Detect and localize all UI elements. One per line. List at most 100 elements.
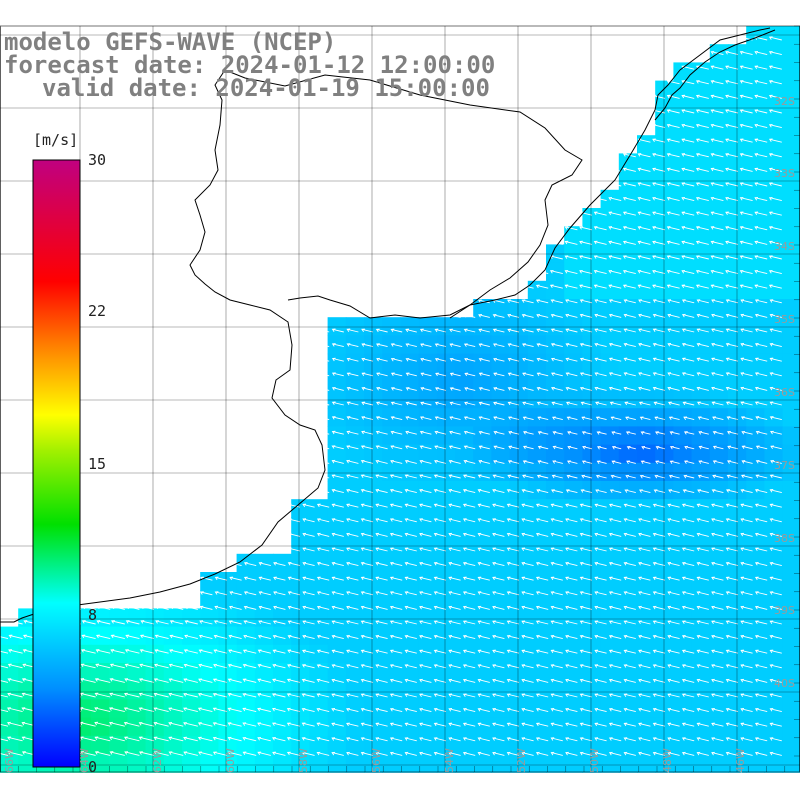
wind-cell: [782, 499, 800, 518]
wind-arrow: [754, 532, 768, 537]
wind-cell: [491, 644, 511, 664]
wind-arrow: [696, 547, 709, 552]
wind-arrow: [652, 255, 666, 260]
wind-cell: [109, 608, 128, 628]
wind-cell: [509, 317, 529, 336]
wind-arrow: [463, 416, 476, 421]
wind-cell: [327, 499, 347, 518]
wind-arrow: [507, 474, 520, 479]
wind-arrow: [360, 635, 374, 640]
wind-arrow: [754, 226, 768, 231]
wind-arrow: [535, 576, 549, 581]
wind-cell: [436, 608, 456, 628]
wind-arrow: [622, 196, 636, 202]
wind-arrow: [768, 123, 782, 129]
wind-cell: [709, 444, 729, 464]
wind-arrows: [0, 36, 782, 756]
wind-cell: [254, 553, 274, 573]
wind-arrow: [565, 328, 578, 333]
wind-cell: [236, 644, 256, 664]
wind-cell: [345, 663, 365, 682]
wind-cell: [546, 499, 565, 518]
wind-arrow: [331, 664, 344, 669]
wind-arrow: [622, 167, 636, 172]
wind-arrow: [449, 358, 461, 362]
wind-arrow: [565, 722, 578, 727]
wind-arrow: [389, 576, 403, 581]
wind-arrow: [389, 708, 403, 713]
wind-arrow: [681, 386, 695, 391]
wind-arrow: [448, 708, 461, 713]
wind-arrow: [610, 474, 622, 479]
wind-cell: [418, 572, 438, 591]
wind-arrow: [710, 240, 724, 245]
wind-cell: [345, 517, 365, 537]
wind-cell: [764, 517, 784, 537]
wind-cell: [582, 280, 602, 300]
wind-cell: [764, 26, 784, 45]
wind-arrow: [331, 708, 344, 713]
lat-label: 40S: [774, 677, 795, 690]
wind-cell: [345, 353, 365, 373]
wind-cell: [746, 717, 765, 737]
wind-cell: [637, 626, 656, 646]
wind-cell: [709, 735, 729, 755]
wind-arrow: [711, 620, 724, 625]
wind-arrow: [740, 343, 753, 348]
wind-arrow: [727, 445, 739, 450]
wind-arrow: [695, 123, 709, 129]
wind-arrow: [493, 416, 505, 421]
wind-arrow: [740, 313, 753, 318]
wind-arrow: [316, 591, 330, 596]
wind-arrow: [565, 737, 578, 742]
wind-arrow: [550, 562, 563, 567]
wind-arrow: [521, 751, 534, 756]
wind-arrow: [535, 620, 549, 625]
wind-cell: [491, 754, 511, 773]
wind-arrow: [754, 518, 768, 523]
wind-arrow: [594, 751, 607, 756]
wind-arrow: [419, 635, 432, 640]
wind-arrow: [710, 167, 724, 172]
wind-arrow: [360, 620, 374, 625]
wind-arrow: [287, 532, 301, 537]
wind-arrow: [227, 722, 242, 727]
lat-label: 38S: [774, 532, 795, 545]
wind-arrow: [95, 663, 111, 669]
wind-arrow: [331, 474, 344, 479]
wind-arrow: [667, 343, 680, 348]
wind-cell: [327, 481, 347, 500]
wind-arrow: [138, 736, 155, 742]
wind-cell: [600, 444, 620, 464]
wind-cell: [782, 26, 800, 45]
wind-cell: [309, 754, 329, 773]
wind-cell: [691, 117, 711, 136]
wind-arrow: [272, 634, 286, 640]
wind-cell: [582, 444, 602, 464]
wind-cell: [455, 371, 474, 391]
wind-cell: [564, 663, 583, 682]
wind-arrow: [346, 737, 359, 742]
wind-arrow: [404, 518, 417, 523]
wind-arrow: [287, 591, 301, 596]
wind-arrow: [609, 503, 622, 508]
wind-arrow: [492, 314, 505, 318]
wind-arrow: [316, 635, 330, 640]
wind-arrow: [154, 649, 169, 654]
wind-cell: [291, 663, 310, 682]
wind-arrow: [257, 751, 271, 756]
wind-cell: [527, 717, 547, 737]
wind-arrow: [331, 562, 344, 567]
wind-arrow: [301, 664, 315, 669]
wind-arrow: [754, 343, 768, 348]
wind-arrow: [769, 620, 782, 625]
wind-arrow: [419, 678, 432, 683]
wind-cell: [600, 353, 620, 373]
wind-arrow: [711, 591, 724, 596]
wind-cell: [546, 717, 565, 737]
wind-arrow: [711, 562, 724, 567]
wind-arrow: [535, 284, 549, 289]
wind-arrow: [740, 489, 753, 494]
wind-arrow: [565, 518, 578, 523]
wind-arrow: [696, 649, 709, 654]
